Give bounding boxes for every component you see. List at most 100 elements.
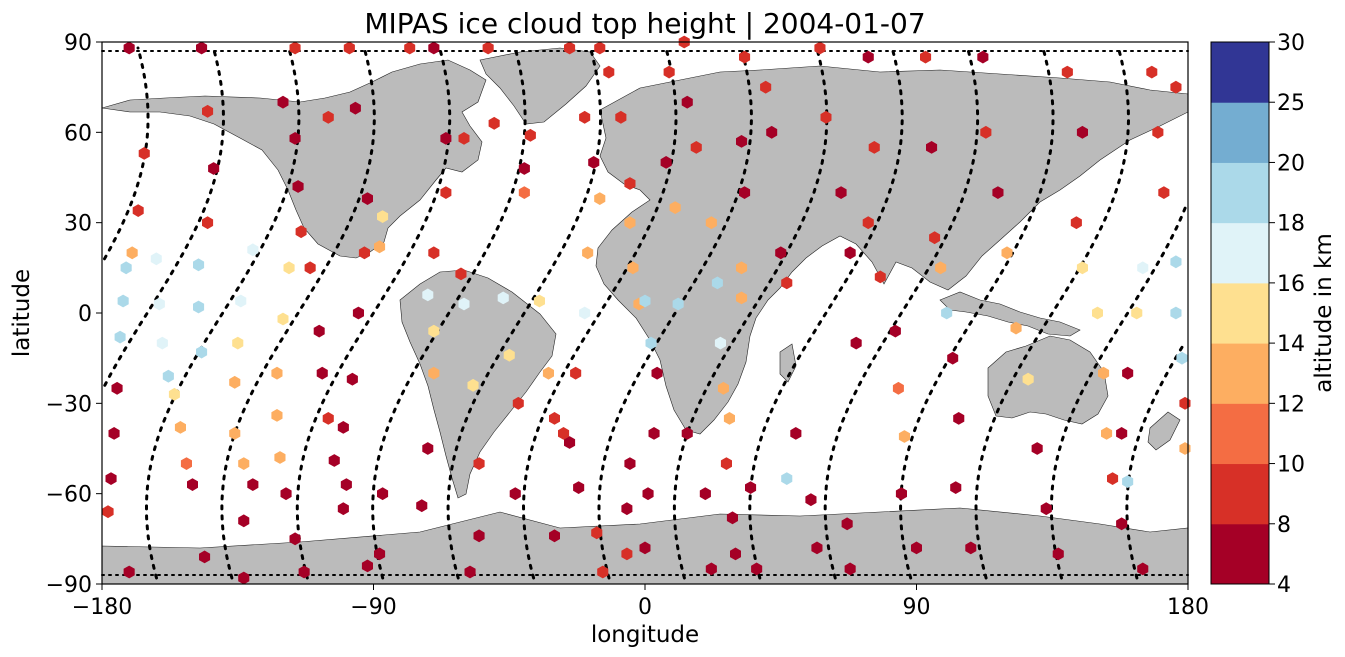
cloud-point: [720, 457, 732, 470]
cloud-point: [811, 541, 823, 555]
cloud-point: [739, 50, 751, 64]
cloud-point: [1137, 562, 1149, 576]
colorbar-tick-label: 12: [1277, 392, 1305, 417]
cloud-point: [322, 412, 334, 425]
cloud-point: [739, 186, 751, 199]
cloud-point: [588, 156, 600, 169]
orbit-track: [974, 46, 1131, 580]
cloud-point: [717, 381, 729, 395]
cloud-point: [911, 541, 922, 555]
cloud-point: [920, 50, 932, 64]
cloud-point: [805, 493, 817, 507]
cloud-point: [1170, 306, 1182, 320]
cloud-point: [1122, 475, 1134, 488]
y-tick-label: −90: [46, 573, 92, 598]
cloud-point: [844, 562, 856, 576]
cloud-point: [624, 457, 636, 470]
cloud-point: [232, 336, 244, 350]
cloud-point: [428, 366, 440, 380]
cloud-point: [624, 216, 636, 230]
cloud-point: [898, 430, 910, 443]
orbit-track: [371, 46, 527, 580]
cloud-point: [874, 270, 886, 284]
colorbar-segment: [1211, 162, 1269, 224]
cloud-point: [289, 532, 301, 546]
cloud-point: [1001, 246, 1013, 260]
cloud-point: [889, 324, 901, 338]
cloud-point: [238, 571, 250, 585]
cloud-point: [726, 511, 738, 525]
cloud-point: [705, 562, 717, 576]
cloud-point: [736, 261, 748, 275]
cloud-point: [512, 396, 524, 410]
colorbar-ticks: 4 8 10 12 14 16 18 20 25 30: [1269, 31, 1305, 598]
colorbar: 4 8 10 12 14 16 18 20 25 30 altitude in km: [1210, 31, 1337, 598]
orbit-track: [295, 46, 452, 580]
cloud-point: [193, 300, 205, 314]
greenland-land: [479, 47, 601, 125]
cloud-point: [820, 110, 832, 124]
cloud-point: [377, 210, 389, 223]
cloud-point: [352, 306, 364, 320]
cloud-point: [1076, 261, 1088, 275]
cloud-point: [349, 101, 361, 115]
cloud-point: [681, 427, 693, 440]
cloud-point: [941, 306, 953, 320]
cloud-point: [196, 41, 208, 55]
cloud-point: [374, 547, 386, 561]
madagascar-land: [779, 343, 797, 383]
orbit-track: [1050, 203, 1188, 580]
y-tick-label: 0: [78, 302, 92, 327]
cloud-point: [558, 427, 570, 440]
cloud-point: [603, 65, 615, 79]
cloud-point: [1101, 427, 1113, 440]
cloud-point: [1076, 125, 1088, 139]
cloud-point: [1052, 547, 1064, 561]
cloud-point: [1158, 186, 1170, 199]
colorbar-tick-label: 16: [1277, 272, 1305, 297]
cloud-point: [582, 246, 594, 260]
cloud-point: [1176, 351, 1188, 365]
cloud-point: [579, 306, 591, 320]
cloud-point: [929, 231, 941, 245]
cloud-point: [591, 526, 603, 540]
cloud-point: [503, 348, 515, 362]
cloud-point: [953, 412, 965, 425]
cloud-point: [699, 487, 711, 501]
cloud-point: [1137, 261, 1149, 275]
cloud-point: [766, 125, 778, 139]
cloud-point: [1122, 366, 1134, 380]
cloud-point: [114, 330, 126, 344]
x-tick-label: 180: [1167, 595, 1209, 620]
colorbar-tick-label: 8: [1277, 513, 1291, 538]
orbit-track: [521, 46, 678, 580]
cloud-point: [180, 457, 192, 470]
cloud-point: [458, 297, 470, 311]
cloud-point: [202, 216, 214, 230]
cloud-point: [340, 478, 352, 491]
cloud-point: [247, 243, 259, 257]
cloud-point: [316, 366, 328, 380]
cloud-point: [518, 162, 530, 175]
colorbar-tick-label: 18: [1277, 212, 1305, 237]
cloud-point: [482, 41, 494, 55]
cloud-point: [153, 297, 165, 311]
y-tick-label: 90: [64, 31, 92, 56]
cloud-point: [196, 345, 208, 359]
cloud-point: [377, 487, 389, 501]
orbit-track: [823, 46, 980, 580]
cloud-point: [280, 487, 292, 501]
cloud-point: [760, 80, 772, 94]
cloud-point: [1116, 517, 1128, 531]
y-axis-label: latitude: [9, 269, 35, 357]
cloud-point: [168, 387, 180, 401]
cloud-point: [1061, 65, 1073, 79]
colorbar-tick-label: 14: [1277, 332, 1305, 357]
cloud-point: [464, 565, 476, 579]
cloud-point: [594, 192, 606, 205]
cloud-point: [1152, 125, 1164, 139]
cloud-point: [274, 451, 286, 464]
cloud-point: [150, 252, 162, 266]
cloud-point: [298, 565, 310, 579]
cloud-point: [639, 294, 651, 308]
